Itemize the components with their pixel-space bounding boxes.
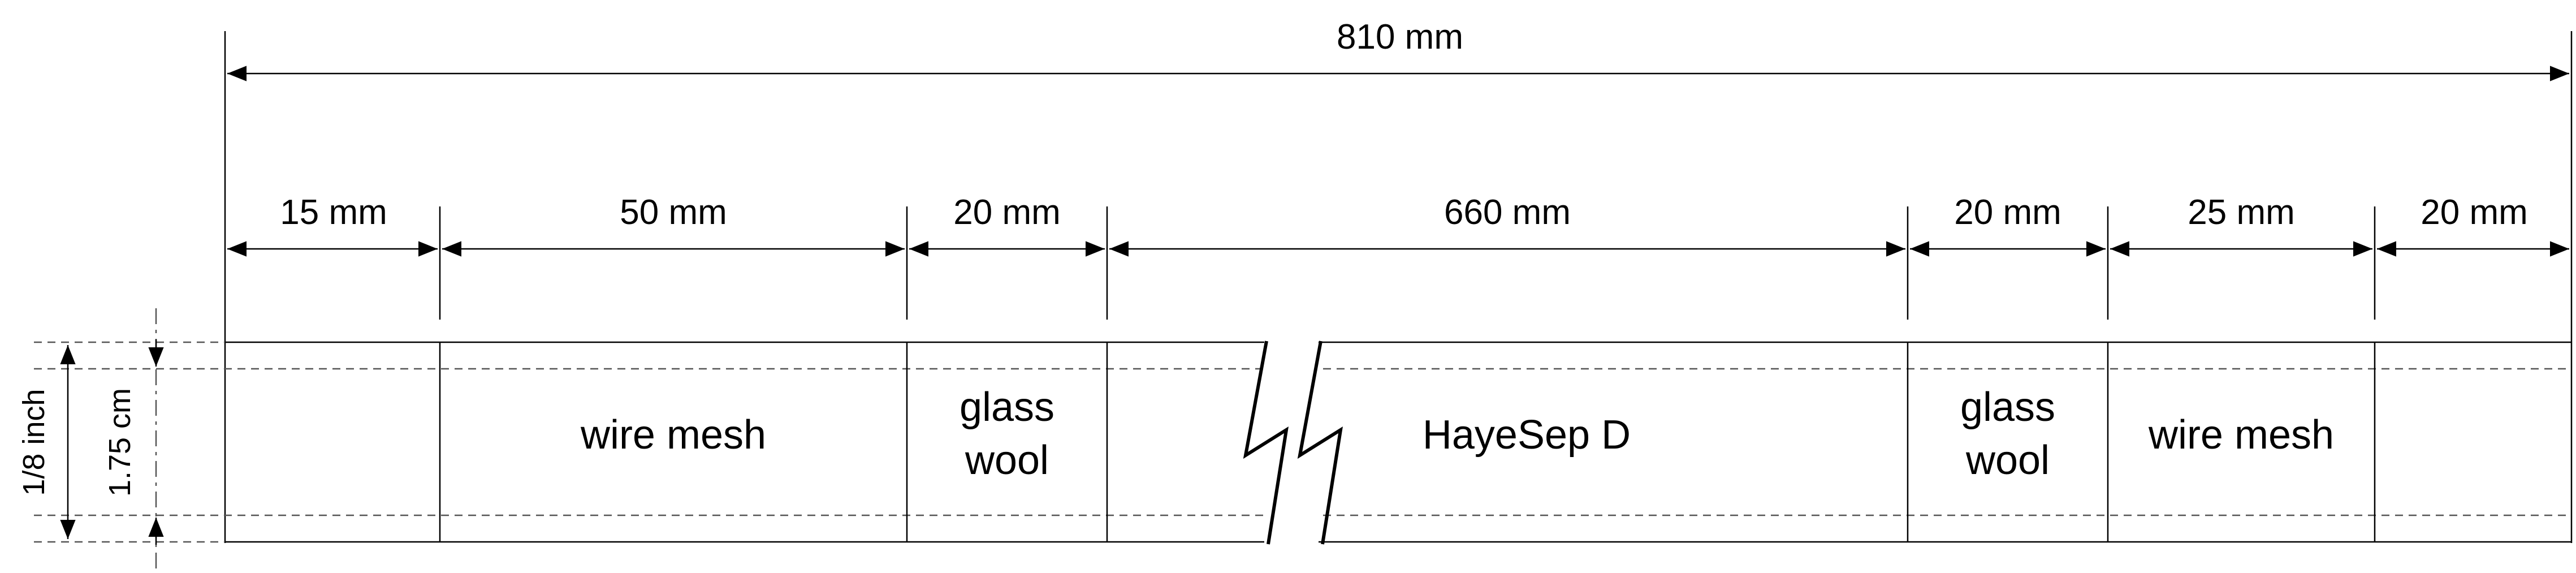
outer-diameter-dimension: 1/8 inch xyxy=(17,345,76,539)
segment-4-length: 660 mm xyxy=(1444,193,1571,232)
segment-6-length: 25 mm xyxy=(2188,193,2294,232)
break-line-right xyxy=(1297,341,1343,545)
inner-diameter-dimension: 1.75 cm xyxy=(103,308,164,573)
segment-6-label: wire mesh xyxy=(2148,412,2334,458)
inner-diameter-label: 1.75 cm xyxy=(103,388,137,497)
segment-2-length: 50 mm xyxy=(620,193,727,232)
total-length-label: 810 mm xyxy=(1337,18,1463,57)
segment-dimensions: 15 mm 50 mm 20 mm 660 mm 20 mm 25 mm 20 … xyxy=(227,193,2569,320)
segment-3-label-line1: glass xyxy=(959,385,1054,430)
segment-2-label: wire mesh xyxy=(580,412,766,458)
segment-3-label-line2: wool xyxy=(965,438,1049,483)
outer-diameter-label: 1/8 inch xyxy=(17,389,51,496)
segment-5-label-line2: wool xyxy=(1965,438,2050,483)
segment-1-length: 15 mm xyxy=(280,193,387,232)
break-line-left xyxy=(1243,341,1289,545)
segment-3-length: 20 mm xyxy=(953,193,1060,232)
segment-7-length: 20 mm xyxy=(2421,193,2527,232)
break-symbol xyxy=(1243,337,1343,548)
segment-5-length: 20 mm xyxy=(1954,193,2061,232)
segment-4-label: HayeSep D xyxy=(1423,412,1631,458)
column-tube: wire mesh glass wool HayeSep D glass woo… xyxy=(34,337,2571,548)
total-length-dimension: 810 mm xyxy=(224,18,2573,543)
segment-5-label-line1: glass xyxy=(1960,385,2055,430)
